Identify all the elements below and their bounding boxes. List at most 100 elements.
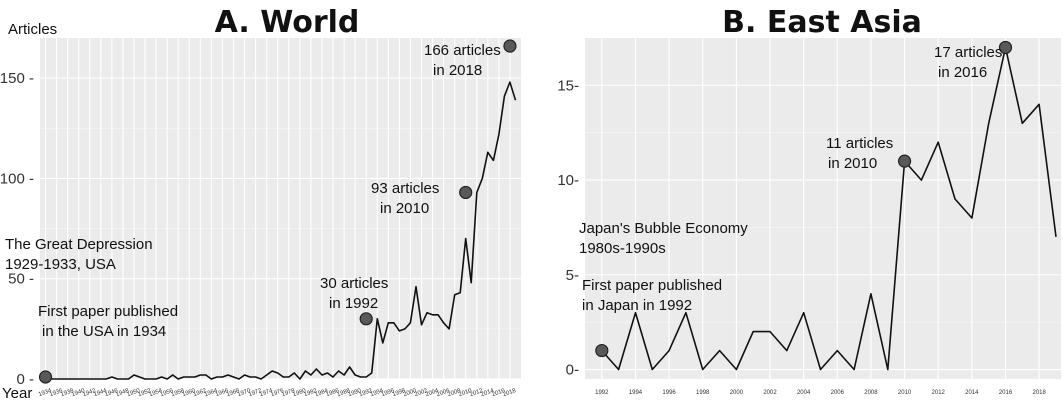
highlight-point	[897, 154, 912, 168]
panel-a-ann-2018-line-1: 166 articles	[424, 42, 501, 59]
panel-a-ann-1992-line-1: 30 articles	[320, 275, 388, 292]
x-tick-label: 1964	[204, 388, 219, 398]
x-tick-label: 2016	[491, 388, 506, 398]
y-tick-label: 0 -	[16, 371, 34, 388]
panel-a-series-line	[45, 81, 517, 380]
panel-b-gridlines	[585, 38, 1061, 379]
panel-b-ann-first-paper-line-2: in Japan in 1992	[582, 297, 692, 314]
x-tick-label: 2004	[797, 390, 811, 396]
x-tick-label: 1996	[381, 388, 396, 398]
x-tick-label: 1952	[137, 388, 152, 398]
panel-b: 0- 5- 10- 15- 1992 1994 1996 1998 2000 2002 2004 2…	[557, 5, 1061, 396]
panel-a-title: A. World	[215, 5, 360, 40]
y-tick-label: 100 -	[0, 170, 34, 187]
x-tick-label: 1976	[270, 388, 285, 398]
x-tick-label: 1946	[104, 388, 119, 398]
x-tick-label: 2010	[458, 388, 473, 398]
panel-b-x-tick-labels: 1992 1994 1996 1998 2000 2002 2004 2006 2008 2010…	[595, 390, 1046, 396]
x-tick-label: 1954	[148, 388, 163, 398]
x-tick-label: 1942	[82, 388, 97, 398]
panel-a-ann-1992: 30 articles in 1992	[320, 275, 393, 312]
y-tick-label: 5-	[566, 267, 579, 284]
panel-a-ann-great-depression: The Great Depression 1929-1933, USA	[5, 236, 157, 273]
x-tick-label: 1948	[115, 388, 130, 398]
panel-b-ann-first-paper: First paper published in Japan in 1992	[582, 277, 726, 314]
x-tick-label: 2008	[864, 390, 878, 396]
panel-b-ann-first-paper-line-1: First paper published	[582, 277, 722, 294]
y-tick-label: 10-	[557, 172, 579, 189]
x-tick-label: 1992	[595, 390, 609, 396]
panel-b-ann-bubble-economy-line-2: 1980s-1990s	[579, 240, 666, 257]
x-tick-label: 2006	[436, 388, 451, 398]
panel-b-highlight-points	[595, 40, 1013, 358]
x-tick-label: 1970	[237, 388, 252, 398]
x-tick-label: 2014	[965, 390, 979, 396]
x-tick-label: 1958	[171, 388, 186, 398]
panel-a-ann-1992-line-2: in 1992	[329, 295, 378, 312]
highlight-point	[38, 370, 53, 384]
panel-a-x-tick-labels: 1934193619381940194219441946194819501952…	[38, 388, 518, 398]
panel-b-ann-bubble-economy: Japan's Bubble Economy 1980s-1990s	[579, 220, 752, 257]
panel-a-ann-2018: 166 articles in 2018	[424, 42, 505, 79]
x-tick-label: 1972	[248, 388, 263, 398]
panel-a-ann-first-paper-line-2: in the USA in 1934	[42, 323, 166, 340]
panel-a-y-tick-labels: 0 - 50 - 100 - 150 -	[0, 70, 34, 388]
x-tick-label: 2000	[403, 388, 418, 398]
panel-a-ann-2010-line-2: in 2010	[380, 200, 429, 217]
x-tick-label: 1960	[182, 388, 197, 398]
x-tick-label: 1998	[392, 388, 407, 398]
panel-a-ann-first-paper-line-1: First paper published	[38, 303, 178, 320]
highlight-point	[998, 40, 1013, 55]
panel-a-highlight-points	[38, 39, 517, 384]
panel-a-y-axis-label: Articles	[8, 21, 57, 38]
x-tick-label: 1982	[303, 388, 318, 398]
panel-b-title: B. East Asia	[722, 5, 922, 40]
x-tick-label: 2008	[447, 388, 462, 398]
panel-b-series-line	[601, 46, 1057, 371]
panel-b-ann-bubble-economy-line-1: Japan's Bubble Economy	[579, 220, 748, 237]
x-tick-label: 1966	[215, 388, 230, 398]
y-tick-label: 0-	[566, 362, 579, 379]
x-tick-label: 1990	[347, 388, 362, 398]
x-tick-label: 2006	[831, 390, 845, 396]
x-tick-label: 2004	[425, 388, 440, 398]
panel-a-ann-great-depression-line-2: 1929-1933, USA	[5, 256, 116, 273]
panel-a-x-axis-label: Year	[2, 385, 32, 402]
x-tick-label: 2016	[999, 390, 1013, 396]
panel-a-ann-2010-line-1: 93 articles	[371, 180, 439, 197]
x-tick-label: 1992	[359, 388, 374, 398]
panel-b-y-tick-labels: 0- 5- 10- 15-	[557, 77, 579, 378]
x-tick-label: 1988	[336, 388, 351, 398]
panel-a-ann-great-depression-line-1: The Great Depression	[5, 236, 153, 253]
highlight-point	[359, 312, 373, 326]
x-tick-label: 1998	[696, 390, 710, 396]
x-tick-label: 1950	[126, 388, 141, 398]
x-tick-label: 2002	[763, 390, 777, 396]
x-tick-label: 1944	[93, 388, 108, 398]
panel-a: 0 - 50 - 100 - 150 - 1934193619381940194219…	[0, 5, 521, 402]
x-tick-label: 1940	[71, 388, 86, 398]
x-tick-label: 1956	[160, 388, 175, 398]
x-tick-label: 1986	[325, 388, 340, 398]
x-tick-label: 1934	[38, 388, 53, 398]
y-tick-label: 50 -	[8, 271, 34, 288]
x-tick-label: 1978	[281, 388, 296, 398]
x-tick-label: 2018	[1032, 390, 1046, 396]
highlight-point	[503, 39, 517, 53]
panel-b-ann-2016-line-2: in 2016	[938, 64, 987, 81]
x-tick-label: 1994	[370, 388, 385, 398]
y-tick-label: 150 -	[0, 70, 34, 87]
x-tick-label: 1974	[259, 388, 274, 398]
panel-b-background	[585, 38, 1061, 379]
x-tick-label: 1994	[629, 390, 643, 396]
highlight-point	[595, 343, 609, 358]
panel-a-background	[40, 38, 521, 379]
x-tick-label: 2018	[502, 388, 517, 398]
panel-b-ann-2010-line-1: 11 articles	[826, 135, 893, 152]
x-tick-label: 1962	[193, 388, 208, 398]
x-tick-label: 1936	[49, 388, 64, 398]
panel-b-ann-2016-line-1: 17 articles	[934, 44, 1002, 61]
x-tick-label: 2000	[730, 390, 744, 396]
x-tick-label: 2014	[480, 388, 495, 398]
